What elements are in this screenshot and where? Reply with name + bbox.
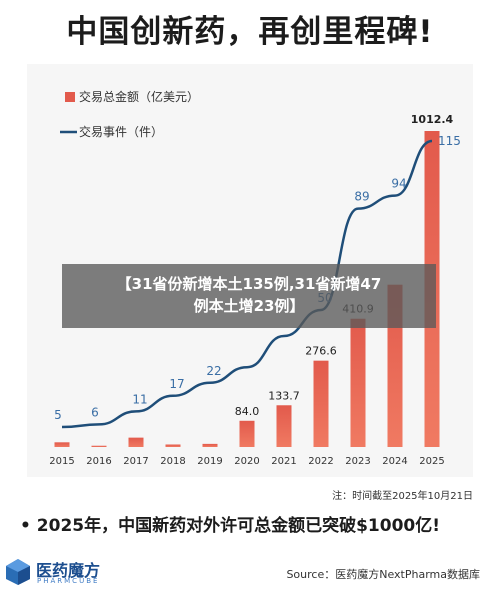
footnote: 注：时间截至2025年10月21日 — [332, 491, 473, 502]
x-tick-2018: 2018 — [160, 456, 185, 467]
x-tick-2015: 2015 — [49, 456, 74, 467]
x-tick-2021: 2021 — [271, 456, 296, 467]
legend-bar-label: 交易总金额（亿美元） — [79, 89, 199, 104]
bar-2018 — [165, 444, 181, 447]
line-path — [61, 139, 433, 429]
bar-2020 — [239, 420, 255, 447]
bar-2016 — [91, 445, 107, 447]
line-label-2015: 5 — [54, 408, 62, 422]
bar-2015 — [54, 442, 70, 447]
overlay-line-2: 例本土增23例】 — [193, 297, 305, 315]
x-tick-2024: 2024 — [382, 456, 407, 467]
brand-logo: 医药魔方 PHARMCUBE — [4, 554, 144, 590]
x-tick-2025: 2025 — [419, 456, 444, 467]
line-label-2025: 115 — [438, 134, 461, 148]
chart-legend: 交易总金额（亿美元） 交易事件（件） — [60, 89, 199, 139]
bar-label-2025: 1012.4 — [411, 113, 454, 126]
line-label-2017: 11 — [132, 392, 147, 406]
summary-text: • 2025年，中国新药对外许可总金额已突破$1000亿! — [20, 516, 440, 536]
x-tick-2023: 2023 — [345, 456, 370, 467]
bar-2022 — [313, 360, 329, 447]
line-series — [61, 139, 433, 429]
bar-label-2020: 84.0 — [235, 405, 260, 418]
line-label-2016: 6 — [91, 405, 99, 419]
bar-2023 — [350, 318, 366, 447]
x-tick-2017: 2017 — [123, 456, 148, 467]
x-tick-2016: 2016 — [86, 456, 111, 467]
x-tick-2022: 2022 — [308, 456, 333, 467]
x-tick-2020: 2020 — [234, 456, 259, 467]
line-label-2018: 17 — [169, 377, 184, 391]
bar-2021 — [276, 405, 292, 447]
line-label-2023: 89 — [354, 190, 369, 204]
line-label-2019: 22 — [206, 364, 221, 378]
brand-name: 医药魔方 — [36, 561, 101, 580]
x-axis: 2015 2016 2017 2018 2019 2020 2021 2022 2023 2024… — [49, 456, 444, 467]
bar-2019 — [202, 443, 218, 447]
line-label-2024: 94 — [391, 177, 406, 191]
overlay-line-1: 【31省份新增本土135例,31省新增47 — [116, 275, 382, 293]
bar-label-2021: 133.7 — [268, 389, 300, 402]
page-headline: 中国创新药，再创里程碑! — [66, 14, 434, 50]
bar-label-2022: 276.6 — [305, 345, 337, 358]
legend-line-label: 交易事件（件） — [79, 124, 163, 139]
cube-icon — [6, 559, 30, 585]
source-text: Source：医药魔方NextPharma数据库 — [286, 568, 480, 581]
x-tick-2019: 2019 — [197, 456, 222, 467]
brand-subtitle: PHARMCUBE — [37, 577, 100, 585]
news-overlay-banner: 【31省份新增本土135例,31省新增47 例本土增23例】 — [62, 264, 436, 328]
legend-bar-swatch — [65, 92, 75, 102]
bar-2017 — [128, 437, 144, 447]
